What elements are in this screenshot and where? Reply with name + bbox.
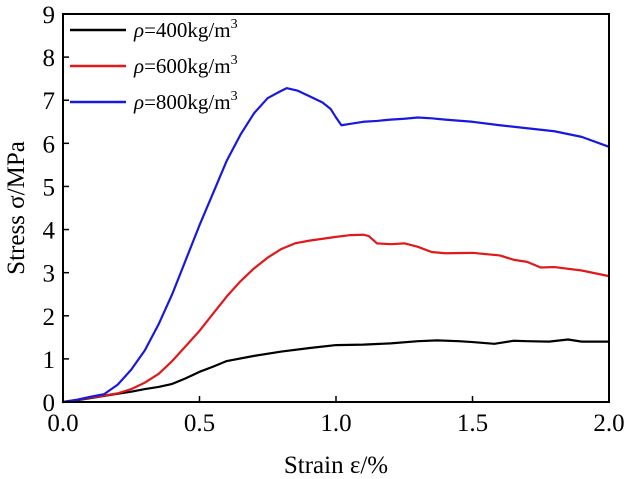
series-line-2 [61, 87, 611, 404]
y-axis-title: Stress σ/MPa [3, 141, 30, 275]
x-tick-label: 2.0 [593, 410, 624, 437]
y-tick-label: 9 [43, 2, 56, 29]
y-tick-label: 1 [43, 347, 56, 374]
y-tick-label: 2 [43, 304, 56, 331]
legend-label-0: ρ=400kg/m3 [133, 17, 238, 42]
y-tick-label: 5 [43, 174, 56, 201]
x-axis-title: Strain ε/% [284, 452, 388, 479]
legend-label-2: ρ=800kg/m3 [133, 89, 238, 114]
y-tick-label: 3 [43, 261, 56, 288]
ticks-layer: 0.0 0.5 1.0 1.5 2.0 0 1 2 3 4 5 6 7 8 9 [43, 2, 625, 437]
y-tick-label: 6 [43, 131, 56, 158]
legend-label-1: ρ=600kg/m3 [133, 53, 238, 78]
series-line-1 [61, 233, 611, 404]
legend: ρ=400kg/m3 ρ=600kg/m3 ρ=800kg/m3 [70, 17, 238, 114]
x-tick-label: 1.5 [457, 410, 488, 437]
x-tick-label: 0.0 [47, 410, 78, 437]
x-tick-label: 1.0 [320, 410, 351, 437]
y-tick-label: 4 [43, 218, 56, 245]
series-line-0 [61, 338, 611, 404]
y-tick-label: 0 [43, 390, 56, 417]
series-layer [61, 87, 611, 404]
y-tick-label: 7 [43, 88, 56, 115]
y-tick-label: 8 [43, 45, 56, 72]
x-tick-label: 0.5 [184, 410, 215, 437]
